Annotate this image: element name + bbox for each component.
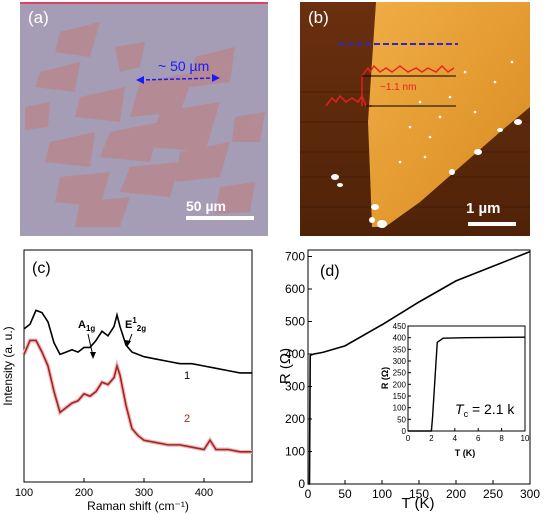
critical-temperature-label: Tc = 2.1 k [455,401,515,419]
inset-x-tick-label: 8 [499,434,504,443]
panel-label-b: (b) [308,8,329,27]
inset-y-tick-label: 400 [393,334,407,343]
y-axis-label: R (Ω) [280,348,294,384]
particles [331,60,522,228]
x-tick-label: 100 [15,487,33,499]
inset-y-axis-label: R (Ω) [380,367,390,389]
afm-image-panel: (b) ~1.1 nm 1 µm [300,2,530,236]
x-axis-label: T (K) [401,495,434,512]
x-tick-label: 50 [338,487,352,501]
panel-label-a: (a) [28,8,49,27]
inset-x-tick-label: 6 [476,434,481,443]
inset-y-tick-label: 0 [402,427,407,436]
optical-image-panel: (a) ~ 50 µm 50 µm [20,2,268,236]
afm-image [300,2,530,236]
y-tick-label: 100 [285,445,305,459]
inset-y-tick-label: 450 [393,322,407,331]
inset-x-axis-label: T (K) [455,448,476,458]
y-axis-label: Intensity (a. u.) [1,326,15,405]
resistance-chart: 0 50 100 150 200 250 3000100200300400500600700… [280,249,540,512]
inset-x-tick-label: 2 [429,434,434,443]
x-tick-label: 200 [75,487,93,499]
inset-y-tick-label: 150 [393,392,407,401]
inset-series-group [408,336,526,432]
x-tick-label: 300 [135,487,153,499]
curve-label-1: 1 [184,370,190,382]
inset-x-tick-label: 0 [406,434,411,443]
y-tick-label: 200 [285,412,305,426]
inset-y-tick-label: 200 [393,380,407,389]
inset-x-tick-label: 4 [453,434,458,443]
peak-label-e2g: E12g [125,316,146,333]
peak-arrowhead-a1g [90,352,96,359]
step-height-label: ~1.1 nm [380,82,417,93]
inset-series-line [408,336,526,432]
raman-chart: 100 200 300 400 (c) A1g E12g 1 2 Raman shif… [1,249,253,513]
panel-label-c: (c) [32,260,51,277]
inset-y-tick-label: 350 [393,345,407,354]
series-line-1 [23,309,252,374]
plot-frame [23,249,253,483]
y-tick-label: 400 [285,347,305,361]
series-group [22,309,252,454]
inset-y-tick-label: 50 [397,415,406,424]
peak-label-a1g: A1g [78,319,95,333]
series-line-2 [23,339,252,453]
x-tick-label: 200 [446,487,466,501]
optical-image [20,2,268,236]
flakes [25,22,265,227]
x-axis-ticks: 100 200 300 400 [15,478,213,499]
scalebar-label-a: 50 µm [186,198,226,214]
inset-frame [407,325,526,432]
series-group [308,250,531,485]
scalebar-line [468,222,516,226]
scalebar-line [186,216,254,220]
peak-arrowhead-e2g [125,340,131,347]
height-profile [325,64,456,107]
inset-y-tick-label: 300 [393,357,407,366]
inset-x-tick-label: 10 [521,434,530,443]
curve-label-2: 2 [184,413,190,425]
inset-y-tick-label: 250 [393,369,407,378]
y-tick-label: 300 [285,380,305,394]
x-tick-label: 400 [195,487,213,499]
y-tick-label: 600 [285,282,305,296]
x-axis-label: Raman shift (cm⁻¹) [87,499,189,513]
y-tick-label: 500 [285,315,305,329]
panel-label-d: (d) [320,263,340,280]
inset-y-tick-label: 100 [393,404,407,413]
x-tick-label: 250 [483,487,503,501]
x-tick-label: 150 [409,487,429,501]
flake-size-annotation: ~ 50 µm [158,58,210,74]
scalebar-label-b: 1 µm [466,200,501,217]
y-tick-label: 700 [285,250,305,264]
x-tick-label: 300 [520,487,540,501]
dimension-arrow [136,74,220,84]
flake-region [368,2,530,227]
series-line [308,250,531,485]
x-tick-label: 0 [305,487,312,501]
y-tick-label: 0 [298,477,305,491]
top-border [20,2,268,4]
x-tick-label: 100 [372,487,392,501]
